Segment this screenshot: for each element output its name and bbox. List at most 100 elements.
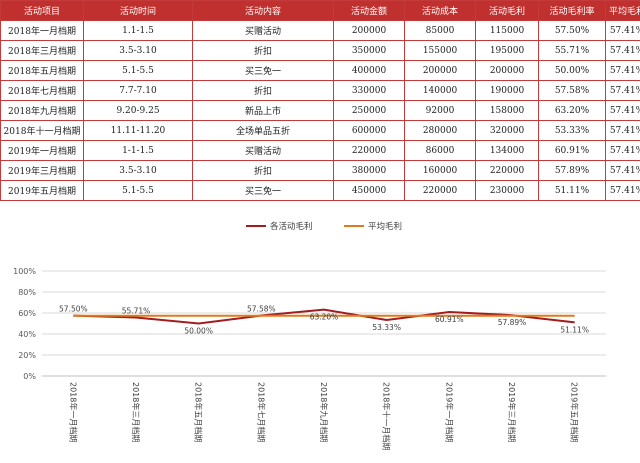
x-tick-label: 2018年一月档期 (68, 382, 78, 442)
y-tick-label: 0% (23, 372, 36, 381)
table-cell: 2019年三月档期 (1, 161, 84, 181)
table-cell: 57.41% (606, 121, 640, 141)
table-cell: 全场单品五折 (193, 121, 334, 141)
table-cell: 160000 (405, 161, 476, 181)
table-cell: 200000 (476, 61, 539, 81)
x-tick-label: 2018年七月档期 (256, 382, 266, 442)
table-cell: 320000 (476, 121, 539, 141)
table-header-row: 活动项目活动时间活动内容活动金额活动成本活动毛利活动毛利率平均毛利 (1, 1, 640, 21)
table-cell: 50.00% (539, 61, 606, 81)
table-cell: 买赠活动 (193, 21, 334, 41)
table-cell: 195000 (476, 41, 539, 61)
table-cell: 250000 (334, 101, 405, 121)
table-cell: 190000 (476, 81, 539, 101)
table-cell: 1.1-1.5 (84, 21, 193, 41)
y-tick-label: 100% (13, 267, 36, 276)
table-cell: 5.1-5.5 (84, 61, 193, 81)
data-label: 55.71% (122, 307, 151, 316)
table-cell: 买赠活动 (193, 141, 334, 161)
table-cell: 2018年七月档期 (1, 81, 84, 101)
table-cell: 11.11-11.20 (84, 121, 193, 141)
table-cell: 57.41% (606, 161, 640, 181)
table-cell: 新品上市 (193, 101, 334, 121)
table-cell: 280000 (405, 121, 476, 141)
table-cell: 2018年三月档期 (1, 41, 84, 61)
table-header-cell: 活动项目 (1, 1, 84, 21)
table-header-cell: 活动内容 (193, 1, 334, 21)
table-cell: 2019年五月档期 (1, 181, 84, 201)
table-cell: 1-1-1.5 (84, 141, 193, 161)
table-cell: 158000 (476, 101, 539, 121)
table-header-cell: 活动毛利率 (539, 1, 606, 21)
table-cell: 400000 (334, 61, 405, 81)
table-cell: 450000 (334, 181, 405, 201)
data-label: 57.58% (247, 305, 276, 314)
table-cell: 57.41% (606, 21, 640, 41)
table-cell: 63.20% (539, 101, 606, 121)
table-cell: 134000 (476, 141, 539, 161)
table-cell: 2019年一月档期 (1, 141, 84, 161)
table-cell: 200000 (334, 21, 405, 41)
table-cell: 51.11% (539, 181, 606, 201)
table-cell: 220000 (405, 181, 476, 201)
y-tick-label: 80% (18, 288, 36, 297)
table-cell: 330000 (334, 81, 405, 101)
table-cell: 53.33% (539, 121, 606, 141)
table-cell: 买三免一 (193, 61, 334, 81)
table-cell: 57.41% (606, 141, 640, 161)
table-cell: 57.41% (606, 41, 640, 61)
table-cell: 3.5-3.10 (84, 41, 193, 61)
table-cell: 买三免一 (193, 181, 334, 201)
table-header-cell: 平均毛利 (606, 1, 640, 21)
table-cell: 115000 (476, 21, 539, 41)
table-cell: 2018年一月档期 (1, 21, 84, 41)
data-label: 57.50% (59, 305, 88, 314)
data-label: 60.91% (435, 315, 464, 324)
y-tick-label: 60% (18, 309, 36, 318)
table-cell: 57.50% (539, 21, 606, 41)
table-header-cell: 活动时间 (84, 1, 193, 21)
table-cell: 86000 (405, 141, 476, 161)
table-cell: 2018年十一月档期 (1, 121, 84, 141)
table-cell: 57.58% (539, 81, 606, 101)
data-label: 51.11% (560, 325, 589, 334)
x-tick-label: 2019年一月档期 (444, 382, 454, 442)
table-cell: 57.89% (539, 161, 606, 181)
table-cell: 380000 (334, 161, 405, 181)
table-cell: 57.41% (606, 101, 640, 121)
table-cell: 7.7-7.10 (84, 81, 193, 101)
data-label: 50.00% (184, 327, 213, 336)
table-cell: 57.41% (606, 81, 640, 101)
table-cell: 600000 (334, 121, 405, 141)
table-cell: 57.41% (606, 181, 640, 201)
table-cell: 5.1-5.5 (84, 181, 193, 201)
activity-table: 活动项目活动时间活动内容活动金额活动成本活动毛利活动毛利率平均毛利 2018年一… (0, 0, 640, 201)
legend-label: 平均毛利 (368, 221, 402, 232)
table-cell: 3.5-3.10 (84, 161, 193, 181)
x-tick-label: 2018年十一月档期 (382, 382, 392, 450)
table-cell: 140000 (405, 81, 476, 101)
table-cell: 57.41% (606, 61, 640, 81)
table-cell: 9.20-9.25 (84, 101, 193, 121)
table-cell: 2018年五月档期 (1, 61, 84, 81)
x-tick-label: 2018年三月档期 (131, 382, 141, 442)
data-label: 53.33% (372, 323, 401, 332)
table-cell: 230000 (476, 181, 539, 201)
table-cell: 折扣 (193, 41, 334, 61)
table-cell: 85000 (405, 21, 476, 41)
table-cell: 60.91% (539, 141, 606, 161)
y-axis-ticks: 0%20%40%60%80%100% (13, 267, 36, 381)
table-header-cell: 活动金额 (334, 1, 405, 21)
